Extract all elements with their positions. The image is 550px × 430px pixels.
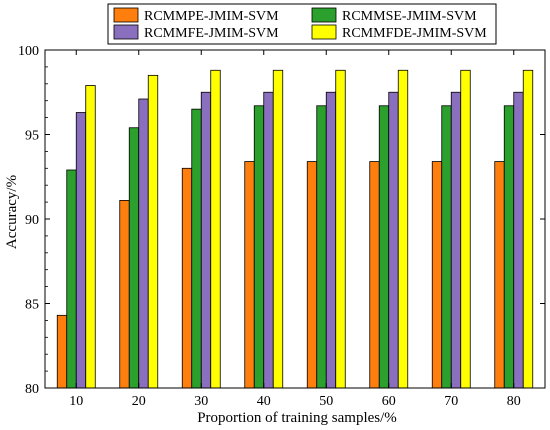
bar-rcmmfde-jmim-svm-20 [147, 74, 159, 389]
bar-rcmmfde-jmim-svm-30 [210, 69, 221, 389]
bar-rcmmse-jmim-svm-70 [441, 105, 452, 389]
x-tick-label: 10 [69, 394, 83, 409]
y-axis: 80 85 90 95 100 [18, 44, 545, 397]
bar-rcmmfde-jmim-svm-10 [85, 85, 96, 389]
x-axis-label: Proportion of training samples/% [197, 410, 397, 426]
bar-rcmmpe-jmim-svm-30 [181, 167, 193, 389]
legend-swatch [311, 7, 337, 23]
legend-box [107, 3, 497, 45]
x-tick-label: 80 [507, 394, 521, 409]
legend-label: RCMMFDE-JMIM-SVM [342, 26, 487, 41]
bar-rcmmpe-jmim-svm-20 [119, 200, 130, 389]
bar-rcmmse-jmim-svm-60 [378, 105, 390, 389]
bar-rcmmfe-jmim-svm-20 [138, 98, 149, 389]
x-tick-label: 30 [194, 394, 208, 409]
x-tick-label: 20 [132, 394, 146, 409]
bar-rcmmfe-jmim-svm-80 [513, 91, 524, 389]
bar-rcmmpe-jmim-svm-40 [244, 161, 255, 389]
legend-swatch [311, 24, 337, 40]
bar-rcmmfe-jmim-svm-30 [200, 91, 212, 389]
bar-rcmmfe-jmim-svm-40 [263, 91, 274, 389]
bar-rcmmfe-jmim-svm-70 [450, 91, 462, 389]
bar-rcmmfde-jmim-svm-80 [522, 69, 534, 389]
bar-rcmmse-jmim-svm-50 [316, 105, 327, 389]
bar-rcmmpe-jmim-svm-50 [306, 161, 318, 389]
bar-rcmmse-jmim-svm-10 [66, 169, 77, 389]
legend-swatch [113, 7, 139, 23]
y-axis-label: Accuracy/% [4, 175, 20, 249]
bar-rcmmfde-jmim-svm-60 [397, 69, 409, 389]
bar-rcmmfe-jmim-svm-10 [75, 112, 87, 389]
legend-label: RCMMFE-JMIM-SVM [144, 26, 279, 41]
y-tick-label: 80 [25, 382, 39, 397]
x-tick-label: 60 [382, 394, 396, 409]
bar-rcmmpe-jmim-svm-80 [494, 161, 505, 389]
bar-rcmmse-jmim-svm-20 [128, 127, 140, 389]
legend-swatch [113, 24, 139, 40]
bar-rcmmfde-jmim-svm-70 [460, 69, 471, 389]
bar-rcmmse-jmim-svm-40 [253, 105, 265, 389]
legend-label: RCMMSE-JMIM-SVM [342, 9, 477, 24]
y-tick-label: 95 [25, 129, 39, 144]
bar-rcmmse-jmim-svm-80 [503, 105, 515, 389]
x-tick-label: 70 [444, 394, 458, 409]
y-tick-label: 90 [25, 213, 39, 228]
legend-label: RCMMPE-JMIM-SVM [144, 9, 279, 24]
x-tick-label: 50 [319, 394, 333, 409]
bar-rcmmpe-jmim-svm-10 [56, 314, 68, 389]
bar-rcmmfe-jmim-svm-50 [325, 91, 337, 389]
legend: RCMMPE-JMIM-SVM RCMMSE-JMIM-SVM RCMMFE-JMI… [107, 3, 497, 45]
bar-rcmmfde-jmim-svm-50 [335, 69, 346, 389]
bar-rcmmpe-jmim-svm-70 [431, 161, 443, 389]
x-tick-label: 40 [257, 394, 271, 409]
bar-rcmmpe-jmim-svm-60 [369, 161, 380, 389]
x-axis: 10 20 30 40 50 60 70 80 [69, 50, 521, 409]
y-tick-label: 100 [18, 44, 39, 59]
bars-group [56, 69, 534, 389]
bar-rcmmfde-jmim-svm-40 [272, 69, 284, 389]
bar-rcmmfe-jmim-svm-60 [388, 91, 399, 389]
bar-rcmmse-jmim-svm-30 [191, 108, 202, 389]
y-tick-label: 85 [25, 298, 39, 313]
